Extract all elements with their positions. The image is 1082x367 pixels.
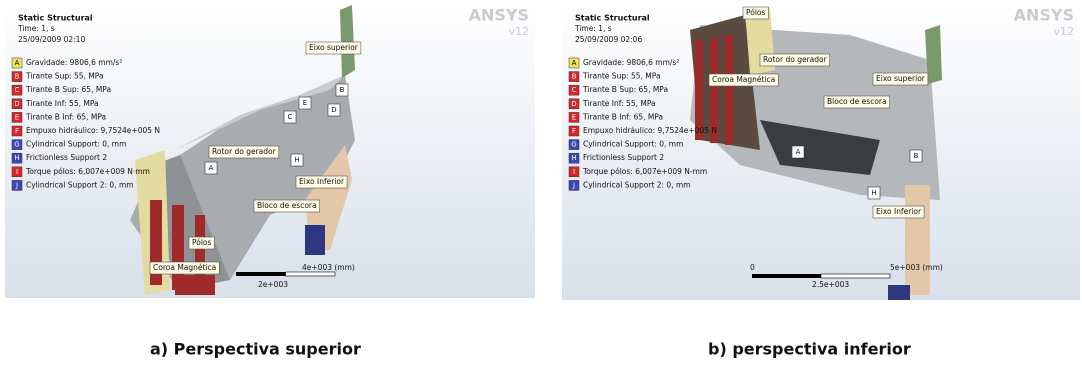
legend-letter: C	[15, 86, 20, 94]
legend-letter: B	[572, 73, 577, 81]
legend-text: Frictionless Support 2	[583, 153, 664, 162]
header-title: Static Structural	[18, 14, 93, 23]
legend-text: Gravidade: 9806,6 mm/s²	[583, 58, 679, 67]
callout-label: Bloco de escora	[257, 201, 317, 210]
scale-label: 2e+003	[258, 280, 288, 289]
marker-letter: A	[796, 148, 801, 156]
marker-letter: A	[209, 164, 214, 172]
marker-letter: D	[331, 106, 336, 114]
legend-letter: I	[573, 168, 575, 176]
callout-label: Pólos	[192, 238, 212, 247]
scale-bar	[821, 274, 890, 278]
legend-letter: C	[572, 86, 577, 94]
legend-text: Empuxo hidráulico: 9,7524e+005 N	[583, 126, 717, 135]
callout-label: Eixo Inferior	[299, 177, 345, 186]
legend-text: Tirante Inf: 55, MPa	[582, 99, 656, 108]
callout-label: Eixo superior	[876, 74, 926, 83]
marker-letter: H	[294, 156, 299, 164]
legend-text: Tirante Sup: 55, MPa	[25, 72, 104, 81]
legend-letter: F	[572, 127, 576, 135]
scale-label: 2.5e+003	[812, 280, 849, 289]
header-date: 25/09/2009 02:06	[575, 35, 642, 44]
legend-text: Torque pólos: 6,007e+009 N·mm	[25, 167, 150, 176]
logo-version: v12	[1053, 25, 1074, 38]
legend-letter: G	[571, 141, 576, 149]
viewport: Static StructuralTime: 1, s 25/09/2009 02…	[562, 3, 1080, 300]
scale-label: 4e+003 (mm)	[302, 263, 355, 272]
legend-text: Cylindrical Support: 0, mm	[26, 140, 126, 149]
legend-letter: A	[15, 59, 20, 67]
legend-letter: D	[571, 100, 576, 108]
legend-text: Empuxo hidráulico: 9,7524e+005 N	[26, 126, 160, 135]
legend-letter: E	[572, 113, 576, 121]
legend-text: Tirante B Sup: 65, MPa	[25, 85, 111, 94]
callout-label: Eixo superior	[309, 43, 359, 52]
legend-letter: I	[16, 168, 18, 176]
legend-letter: H	[14, 154, 19, 162]
callout-label: Coroa Magnética	[153, 263, 216, 272]
logo-version: v12	[508, 25, 529, 38]
legend-text: Frictionless Support 2	[26, 153, 107, 162]
caption: a) Perspectiva superior	[150, 340, 361, 359]
logo-brand: ANSYS	[1014, 6, 1074, 25]
marker-letter: E	[303, 99, 307, 107]
legend-letter: E	[15, 113, 19, 121]
legend-text: Tirante B Inf: 65, MPa	[25, 112, 106, 121]
legend-letter: H	[571, 154, 576, 162]
callout-label: Rotor do gerador	[212, 147, 277, 156]
legend-letter: A	[572, 59, 577, 67]
callout-label: Rotor do gerador	[763, 55, 828, 64]
marker-letter: B	[914, 152, 919, 160]
legend-text: Tirante B Sup: 65, MPa	[582, 85, 668, 94]
marker-letter: H	[871, 189, 876, 197]
legend-text: Tirante Sup: 55, MPa	[582, 72, 661, 81]
scale-bar	[236, 272, 286, 276]
scale-bar	[752, 274, 821, 278]
logo-brand: ANSYS	[469, 6, 529, 25]
scale-bar	[286, 272, 336, 276]
legend-letter: J	[572, 181, 575, 189]
header-date: 25/09/2009 02:10	[18, 35, 85, 44]
legend-text: Tirante B Inf: 65, MPa	[582, 112, 663, 121]
legend-text: Cylindrical Support 2: 0, mm	[583, 180, 691, 189]
callout-label: Bloco de escora	[827, 97, 887, 106]
legend-text: Cylindrical Support 2: 0, mm	[26, 180, 134, 189]
legend-letter: G	[14, 141, 19, 149]
legend-text: Tirante Inf: 55, MPa	[25, 99, 99, 108]
scale-label: 5e+003 (mm)	[890, 263, 943, 272]
caption: b) perspectiva inferior	[708, 340, 911, 359]
callout-label: Coroa Magnética	[712, 75, 775, 84]
header-title: Static Structural	[575, 14, 650, 23]
legend-text: Cylindrical Support: 0, mm	[583, 140, 683, 149]
marker-letter: B	[340, 86, 345, 94]
legend-letter: B	[15, 73, 20, 81]
figure: Static StructuralTime: 1, s25/09/2009 02…	[0, 0, 1082, 363]
legend-letter: D	[14, 100, 19, 108]
callout-label: Pólos	[746, 8, 766, 17]
legend-letter: F	[15, 127, 19, 135]
legend-text: Torque pólos: 6,007e+009 N-mm	[582, 167, 707, 176]
legend-letter: J	[15, 181, 18, 189]
header-time: Time: 1, s	[17, 24, 55, 33]
legend-text: Gravidade: 9806,6 mm/s²	[26, 58, 122, 67]
marker-letter: C	[288, 113, 293, 121]
callout-label: Eixo Inferior	[876, 207, 922, 216]
scale-label: 0	[750, 263, 755, 272]
header-time: Time: 1, s	[574, 24, 612, 33]
